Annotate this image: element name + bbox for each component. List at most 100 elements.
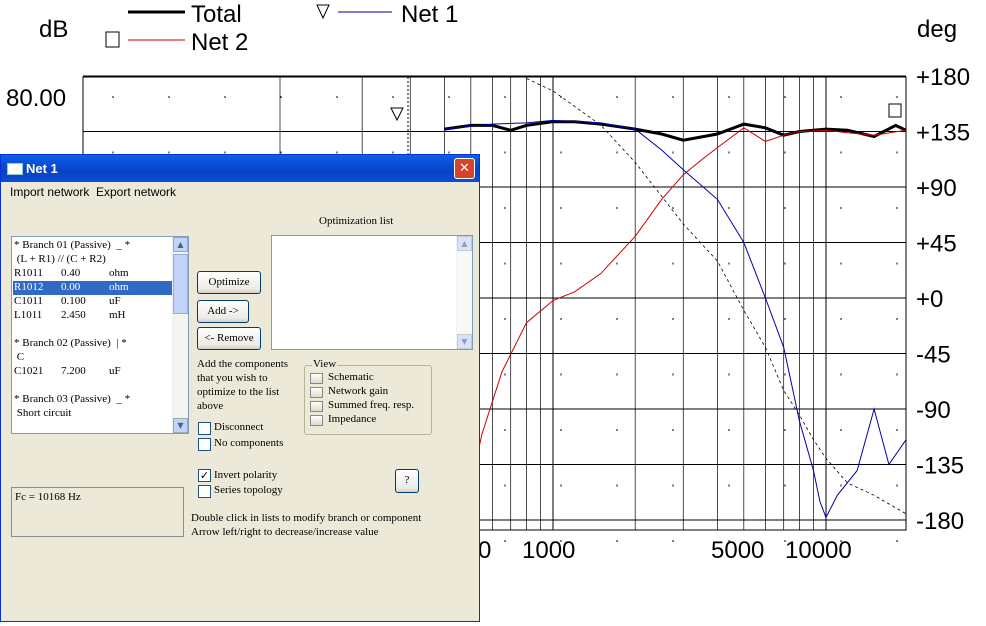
right-axis-title: deg bbox=[917, 16, 957, 43]
scroll-thumb[interactable] bbox=[173, 254, 188, 314]
view-group-title: View bbox=[312, 358, 338, 370]
row-c3: uF bbox=[109, 365, 121, 377]
opt-scroll-down-button[interactable]: ▼ bbox=[457, 334, 472, 349]
row-c1: L1011 bbox=[14, 309, 43, 321]
right-tick-label: +0 bbox=[916, 286, 943, 313]
footer-line-2: Arrow left/right to decrease/increase va… bbox=[191, 526, 379, 538]
hint-line-4: above bbox=[197, 400, 224, 412]
row-c3: mH bbox=[109, 309, 126, 321]
disconnect-checkbox[interactable] bbox=[198, 422, 211, 435]
row-text: C bbox=[14, 351, 25, 363]
view-network-gain-label[interactable]: Network gain bbox=[328, 385, 389, 397]
branch-list-row[interactable]: * Branch 02 (Passive) | * bbox=[13, 337, 176, 351]
scroll-up-button[interactable]: ▲ bbox=[173, 237, 188, 252]
view-network-gain-button[interactable] bbox=[310, 387, 323, 398]
right-tick-label: +180 bbox=[916, 64, 970, 91]
window-icon bbox=[7, 163, 23, 175]
row-c1: R1011 bbox=[14, 267, 43, 279]
right-tick-label: -90 bbox=[916, 397, 951, 424]
left-tick-label: 80.00 bbox=[6, 85, 66, 112]
invert-polarity-checkbox[interactable]: ✓ bbox=[198, 469, 211, 482]
branch-list-row[interactable]: L1011 2.450 mH bbox=[13, 309, 176, 323]
chevron-down-icon: ▼ bbox=[177, 421, 184, 430]
legend-label-net1: Net 1 bbox=[401, 1, 458, 28]
scroll-down-button[interactable]: ▼ bbox=[173, 418, 188, 433]
branch-list-row[interactable]: C1021 7.200 uF bbox=[13, 365, 176, 379]
right-tick-label: +45 bbox=[916, 231, 957, 258]
no-components-checkbox[interactable] bbox=[198, 438, 211, 451]
disconnect-label[interactable]: Disconnect bbox=[214, 421, 264, 433]
checkmark-icon: ✓ bbox=[199, 469, 210, 482]
legend-label-net2: Net 2 bbox=[191, 29, 248, 56]
x-tick-label: 10000 bbox=[785, 537, 852, 564]
dialog-titlebar[interactable]: Net 1 ✕ bbox=[1, 155, 479, 182]
branch-list-row[interactable]: C bbox=[13, 351, 176, 365]
menu-export-network[interactable]: Export network bbox=[96, 185, 177, 199]
chevron-up-icon: ▲ bbox=[461, 239, 468, 248]
branch-list-row[interactable]: * Branch 03 (Passive) _ * bbox=[13, 393, 176, 407]
branch-list[interactable]: * Branch 01 (Passive) _ * (L + R1) // (C… bbox=[11, 236, 189, 434]
row-c1: R1012 bbox=[14, 281, 44, 293]
view-impedance-button[interactable] bbox=[310, 415, 323, 426]
row-c2: 2.450 bbox=[61, 309, 86, 321]
curve-dashed bbox=[526, 78, 907, 515]
footer-line-1: Double click in lists to modify branch o… bbox=[191, 512, 422, 524]
branch-list-scrollbar[interactable]: ▲ ▼ bbox=[172, 237, 188, 433]
row-c1: C1011 bbox=[14, 295, 43, 307]
row-c2: 7.200 bbox=[61, 365, 86, 377]
branch-list-row[interactable]: R1012 0.00 ohm bbox=[13, 281, 176, 295]
row-c3: uF bbox=[109, 295, 121, 307]
add-button[interactable]: Add -> bbox=[197, 300, 249, 323]
net1-marker bbox=[390, 107, 404, 122]
chevron-up-icon: ▲ bbox=[177, 240, 184, 249]
series-topology-checkbox[interactable] bbox=[198, 485, 211, 498]
row-c1: C1021 bbox=[14, 365, 44, 377]
menu-import-network[interactable]: Import network bbox=[10, 185, 90, 199]
fc-panel: Fc = 10168 Hz bbox=[11, 487, 184, 537]
view-summed-freq-resp-button[interactable] bbox=[310, 401, 323, 412]
branch-list-row[interactable]: (L + R1) // (C + R2) bbox=[13, 253, 176, 267]
legend-marker-square bbox=[105, 31, 120, 48]
row-text: Short circuit bbox=[14, 407, 72, 419]
x-tick-label: 0 bbox=[478, 537, 491, 564]
row-text: * Branch 02 (Passive) | * bbox=[14, 337, 127, 349]
remove-button[interactable]: <- Remove bbox=[197, 327, 261, 350]
legend-marker-triangle bbox=[316, 4, 330, 20]
optimization-list[interactable]: ▲ ▼ bbox=[271, 235, 473, 350]
row-text: * Branch 03 (Passive) _ * bbox=[14, 393, 131, 405]
no-components-label[interactable]: No components bbox=[214, 437, 284, 449]
left-axis-title: dB bbox=[39, 16, 68, 43]
optimization-list-scrollbar[interactable]: ▲ ▼ bbox=[456, 236, 472, 349]
net1-dialog: Net 1 ✕ Import network Export network Op… bbox=[0, 154, 480, 622]
branch-list-row[interactable] bbox=[13, 323, 176, 337]
chevron-down-icon: ▼ bbox=[461, 337, 468, 346]
row-c2: 0.40 bbox=[61, 267, 81, 279]
help-button[interactable]: ? bbox=[395, 469, 419, 493]
series-topology-label[interactable]: Series topology bbox=[214, 484, 283, 496]
branch-list-row[interactable]: Short circuit bbox=[13, 407, 176, 421]
opt-scroll-up-button[interactable]: ▲ bbox=[457, 236, 472, 251]
x-tick-label: 1000 bbox=[522, 537, 575, 564]
row-text: * Branch 01 (Passive) _ * bbox=[14, 239, 131, 251]
row-c2: 0.00 bbox=[61, 281, 81, 293]
branch-list-row[interactable] bbox=[13, 379, 176, 393]
view-schematic-button[interactable] bbox=[310, 373, 323, 384]
row-c2: 0.100 bbox=[61, 295, 86, 307]
branch-list-row[interactable]: * Branch 01 (Passive) _ * bbox=[13, 239, 176, 253]
view-summed-freq-resp-label[interactable]: Summed freq. resp. bbox=[328, 399, 415, 411]
close-button[interactable]: ✕ bbox=[454, 158, 475, 179]
optimize-button[interactable]: Optimize bbox=[197, 271, 261, 294]
curve-net-2 bbox=[452, 127, 907, 521]
x-tick-label: 5000 bbox=[711, 537, 764, 564]
branch-list-row[interactable]: R1011 0.40 ohm bbox=[13, 267, 176, 281]
view-schematic-label[interactable]: Schematic bbox=[328, 371, 374, 383]
branch-list-row[interactable]: C1011 0.100 uF bbox=[13, 295, 176, 309]
right-tick-label: +135 bbox=[916, 120, 970, 147]
menu-bar: Import network Export network bbox=[1, 182, 479, 202]
hint-line-1: Add the components bbox=[197, 358, 289, 370]
invert-polarity-label[interactable]: Invert polarity bbox=[214, 469, 278, 481]
right-tick-label: +90 bbox=[916, 175, 957, 202]
dialog-title: Net 1 bbox=[26, 161, 58, 176]
view-impedance-label[interactable]: Impedance bbox=[328, 413, 377, 425]
optimization-list-label: Optimization list bbox=[319, 215, 394, 227]
